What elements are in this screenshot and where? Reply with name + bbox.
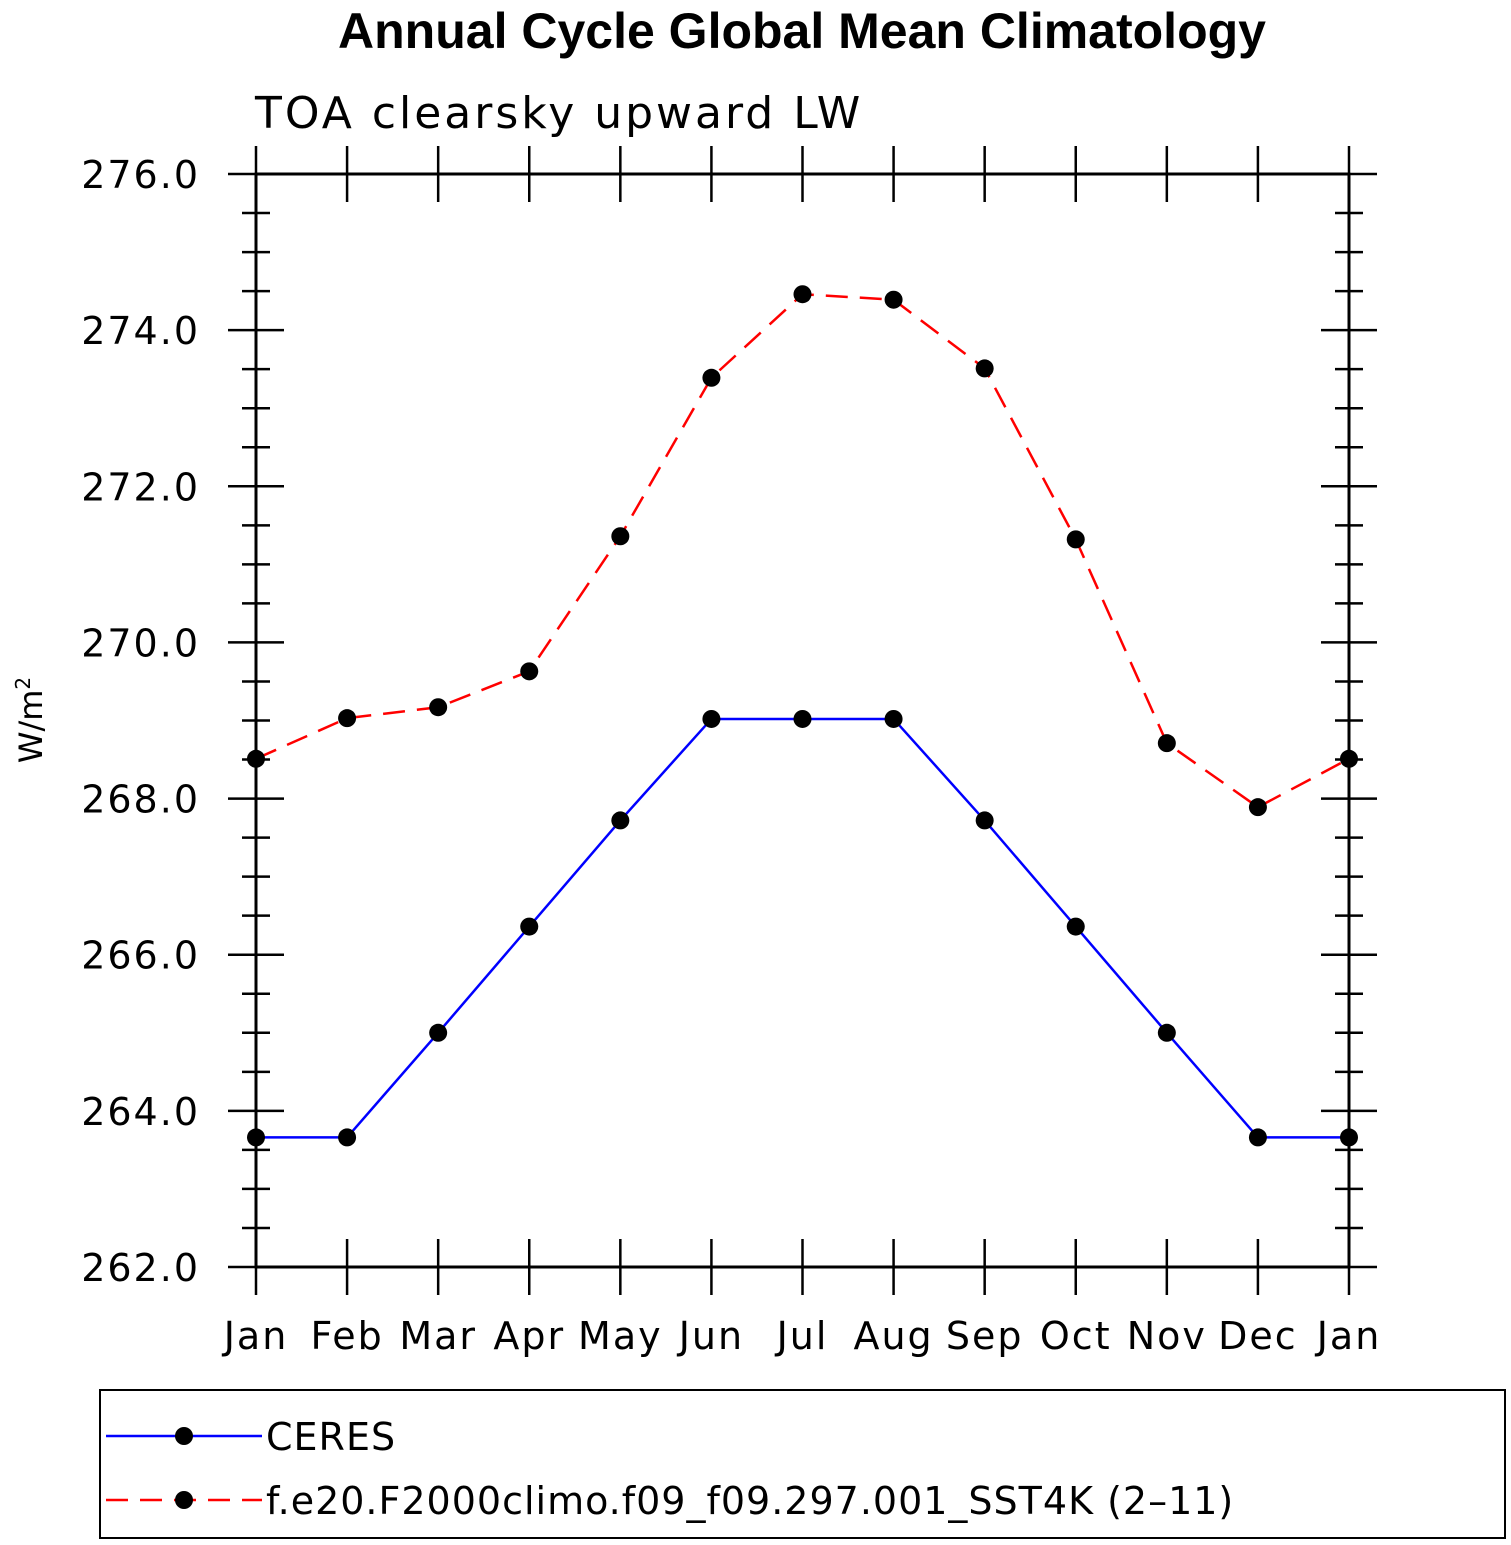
x-tick-label: Jun [677, 1314, 744, 1358]
series-1-point [520, 917, 539, 936]
legend-label-1: CERES [266, 1415, 396, 1459]
series-1-point [1066, 917, 1085, 936]
series-1-point [1157, 1023, 1176, 1042]
x-tick-label: Jan [222, 1314, 289, 1358]
chart-subtitle: TOA clearsky upward LW [254, 88, 863, 139]
series-1-point [611, 811, 630, 830]
x-tick-label: Feb [310, 1314, 383, 1358]
legend: CERES f.e20.F2000climo.f09_f09.297.001_SS… [99, 1389, 1506, 1539]
series-1-point [1248, 1128, 1267, 1147]
x-tick-label: Jan [1315, 1314, 1382, 1358]
series-2-point [884, 290, 903, 309]
series-1-point [975, 811, 994, 830]
y-axis-label-superscript: 2 [11, 677, 35, 690]
series-2-point [1066, 530, 1085, 549]
legend-label-2: f.e20.F2000climo.f09_f09.297.001_SST4K (… [266, 1479, 1234, 1523]
series-2-point [1248, 798, 1267, 817]
series-2-point [520, 662, 539, 681]
x-tick-label: Dec [1218, 1314, 1298, 1358]
x-tick-label: Aug [853, 1314, 933, 1358]
chart-title: Annual Cycle Global Mean Climatology [338, 3, 1266, 59]
series-1-point [429, 1023, 448, 1042]
y-axis-label: W/m2 [11, 677, 50, 763]
y-axis-label-text: W/m [12, 690, 50, 764]
x-tick-label: Mar [399, 1314, 477, 1358]
y-tick-label: 272.0 [81, 465, 200, 509]
series-2-point [429, 698, 448, 717]
series-1-point [793, 709, 812, 728]
y-tick-label: 268.0 [81, 778, 200, 822]
plot-frame [254, 172, 1351, 1269]
y-tick-label: 266.0 [81, 934, 200, 978]
series-line-2 [255, 292, 1350, 809]
series-2-point [793, 285, 812, 304]
x-tick-labels: Jan Feb Mar Apr May Jun Jul Aug Sep Oct Nov Dec Jan [222, 1314, 1382, 1358]
legend-marker-1 [175, 1427, 193, 1445]
x-tick-label: Jul [775, 1314, 829, 1358]
y-tick-label: 264.0 [81, 1090, 200, 1134]
y-tick-labels: 262.0 264.0 266.0 268.0 270.0 272.0 274.0 276.0 [81, 153, 200, 1290]
series-2-point [611, 527, 630, 546]
x-tick-label: May [578, 1314, 663, 1358]
series-1-point [702, 709, 721, 728]
series-1-point [338, 1128, 357, 1147]
series-1-point [884, 709, 903, 728]
series-2-point [702, 368, 721, 387]
series-2-point [338, 709, 357, 728]
y-tick-label: 276.0 [81, 153, 200, 197]
series-layer [247, 285, 1358, 1147]
legend-marker-2 [175, 1491, 193, 1509]
series-2-point [1157, 734, 1176, 753]
y-tick-label: 270.0 [81, 621, 200, 665]
x-tick-label: Sep [946, 1314, 1024, 1358]
y-tick-label: 274.0 [81, 309, 200, 353]
x-tick-label: Nov [1127, 1314, 1207, 1358]
legend-box [99, 1389, 1506, 1539]
y-tick-label: 262.0 [81, 1246, 200, 1290]
series-2-point [975, 359, 994, 378]
x-tick-label: Oct [1040, 1314, 1112, 1358]
x-tick-label: Apr [493, 1314, 565, 1358]
series-line-1 [256, 717, 1349, 1139]
